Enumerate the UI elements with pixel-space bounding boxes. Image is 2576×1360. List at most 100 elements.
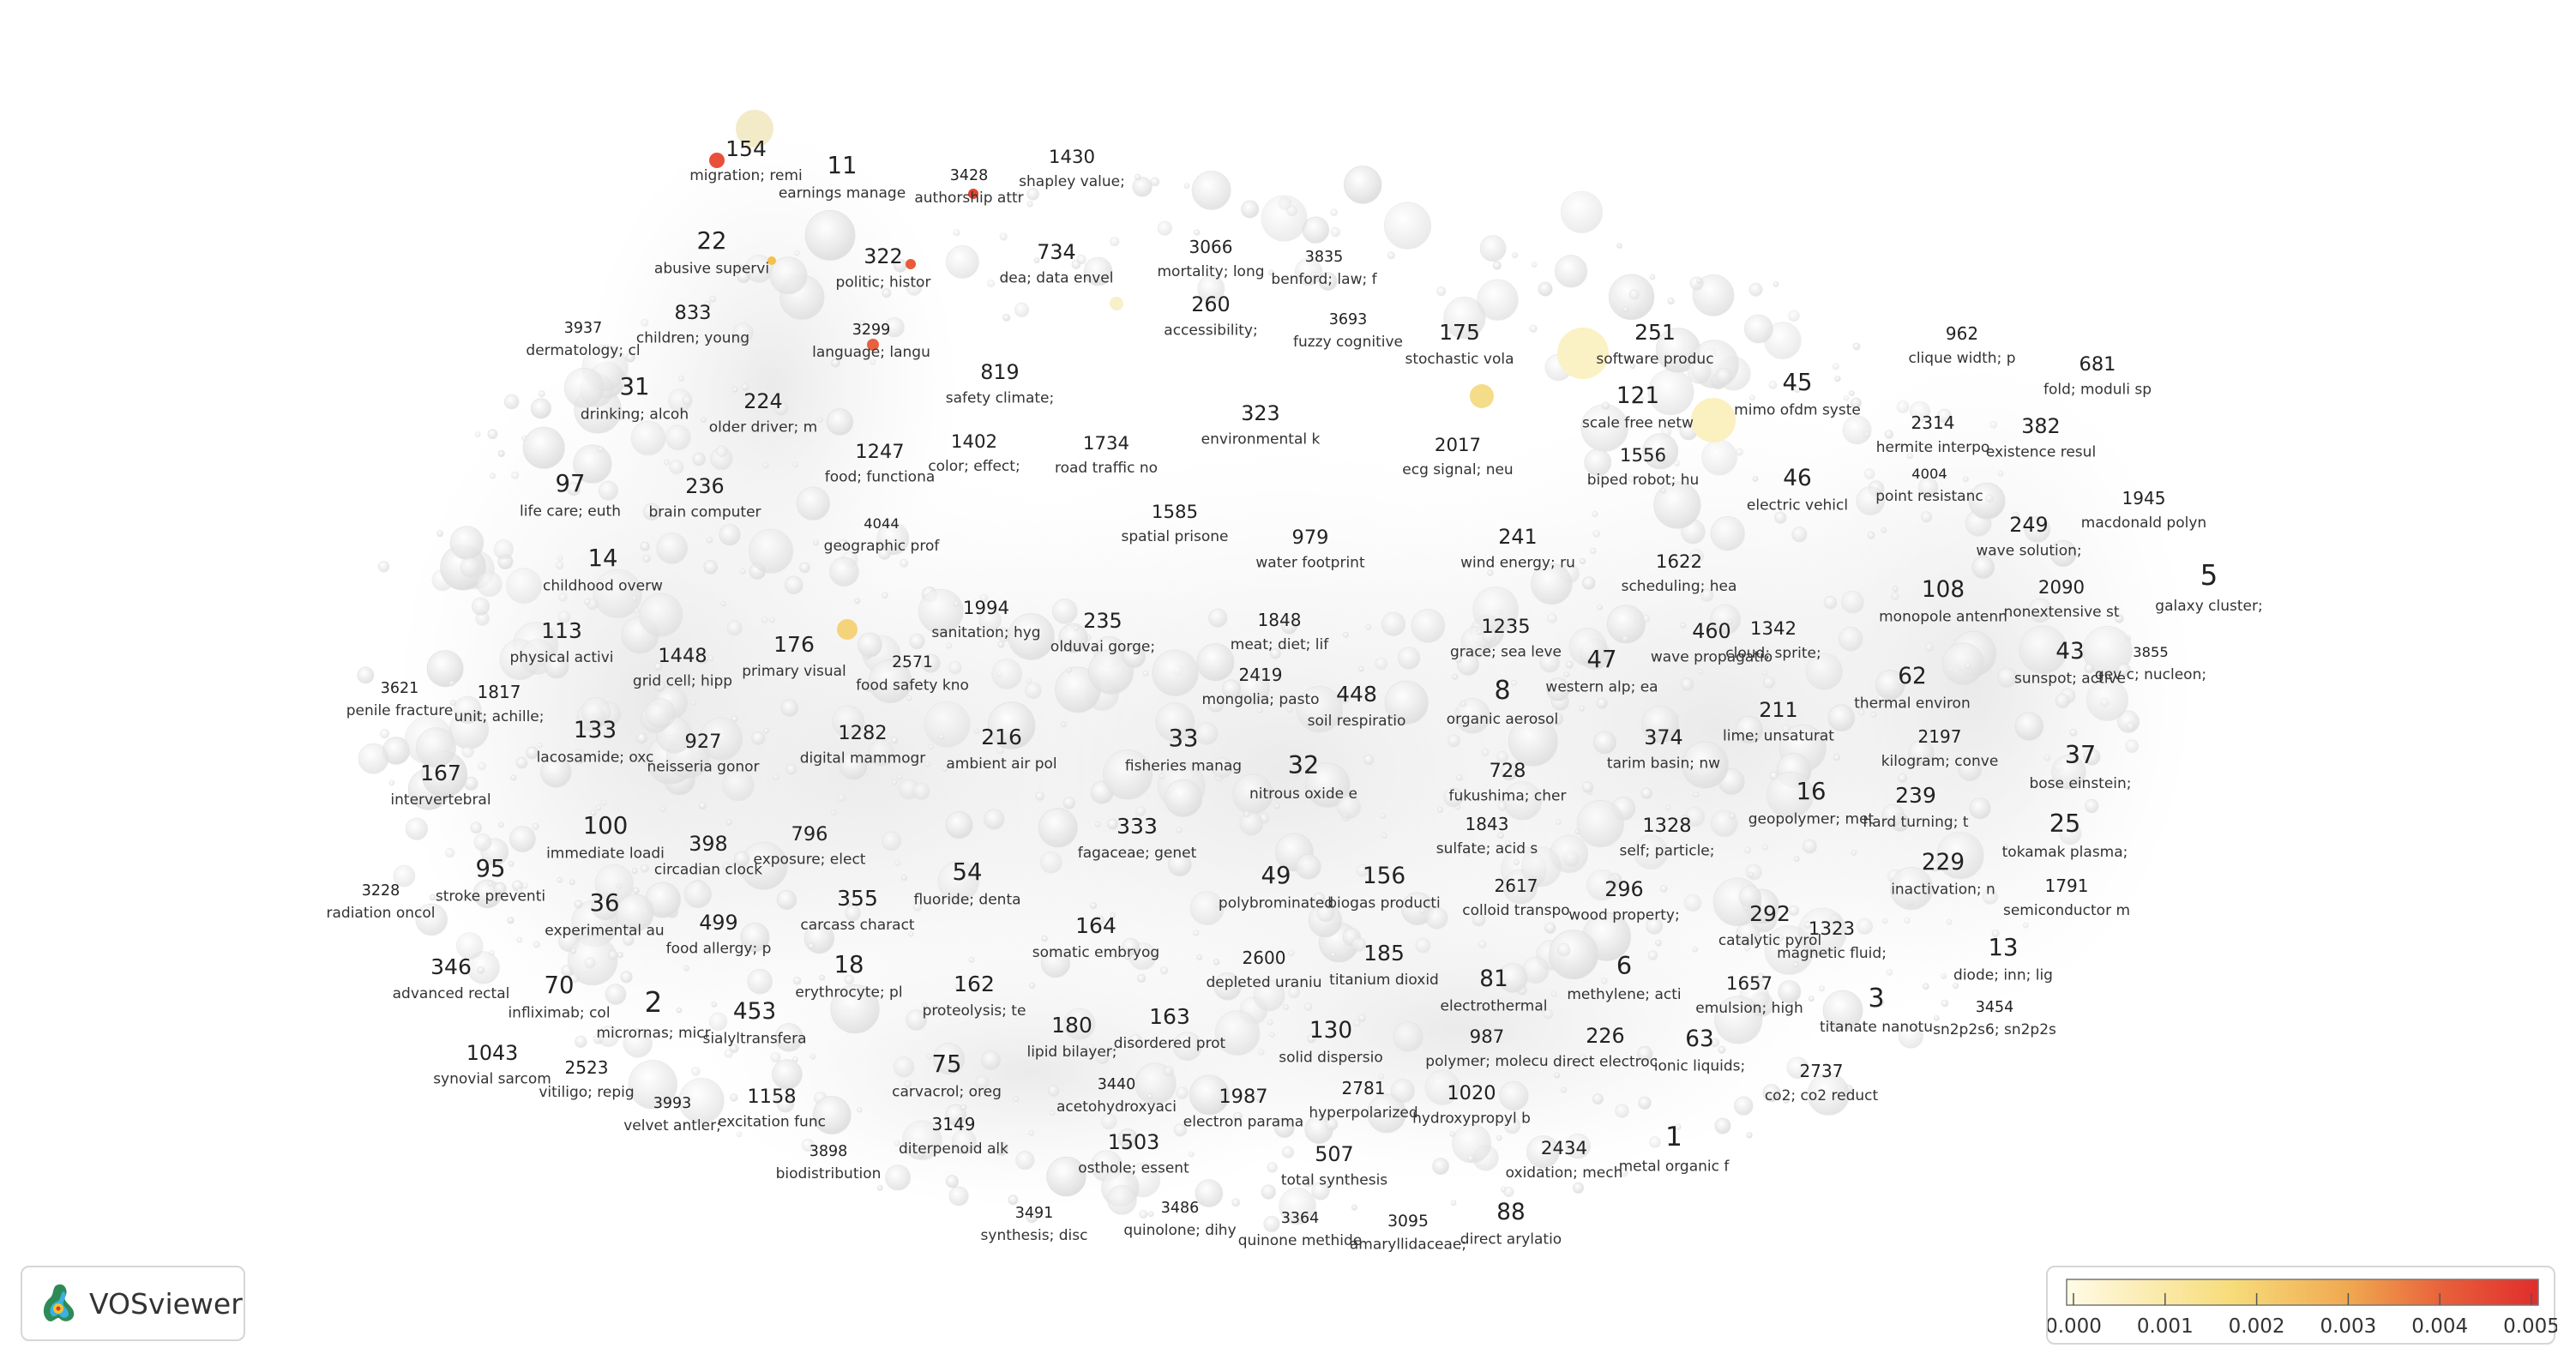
cluster-node[interactable]: 3428 authorship attr [914, 167, 1023, 207]
cluster-node[interactable]: 75 carvacrol; oreg [892, 1050, 1002, 1101]
cluster-node[interactable]: 2434 oxidation; mech [1506, 1138, 1623, 1182]
cluster-node[interactable]: 46 electric vehicl [1747, 466, 1848, 514]
cluster-node[interactable]: 346 advanced rectal [393, 954, 510, 1002]
cluster-node[interactable]: 1328 self; particle; [1620, 815, 1715, 859]
cluster-node[interactable]: 113 physical activi [509, 618, 613, 666]
cluster-node[interactable]: 229 inactivation; n [1891, 850, 1995, 898]
cluster-node[interactable]: 1994 sanitation; hyg [931, 598, 1040, 641]
cluster-node[interactable]: 3454 sn2p2s6; sn2p2s [1933, 999, 2056, 1038]
cluster-node[interactable]: 180 lipid bilayer; [1026, 1013, 1116, 1061]
cluster-node[interactable]: 734 dea; data envel [1000, 240, 1114, 287]
cluster-node[interactable]: 4004 point resistanc [1875, 466, 1983, 505]
cluster-node[interactable]: 2017 ecg signal; neu [1402, 435, 1513, 478]
cluster-node[interactable]: 251 software produc [1596, 320, 1713, 368]
cluster-node[interactable]: 11 earnings manage [779, 152, 906, 202]
cluster-node[interactable]: 323 environmental k [1201, 401, 1321, 448]
cluster-node[interactable]: 2600 depleted uraniu [1207, 948, 1322, 991]
cluster-node[interactable]: 211 lime; unsaturat [1723, 698, 1834, 745]
cluster-node[interactable]: 8 organic aerosol [1447, 676, 1558, 728]
cluster-node[interactable]: 962 clique width; p [1908, 323, 2015, 367]
cluster-node[interactable]: 292 catalytic pyrol [1718, 901, 1821, 949]
cluster-node[interactable]: 3095 amaryllidaceae; [1350, 1213, 1466, 1254]
cluster-node[interactable]: 2781 hyperpolarized [1309, 1078, 1417, 1122]
cluster-node[interactable]: 3228 radiation oncol [327, 882, 436, 922]
cluster-node[interactable]: 1585 spatial prisone [1122, 502, 1229, 545]
cluster-node[interactable]: 1323 magnetic fluid; [1777, 918, 1887, 962]
cluster-node[interactable]: 833 children; young [636, 302, 749, 346]
cluster-node[interactable]: 1843 sulfate; acid s [1436, 814, 1538, 858]
cluster-node[interactable]: 355 carcass charact [800, 886, 915, 934]
cluster-node[interactable]: 2571 food safety kno [856, 653, 969, 695]
cluster-node[interactable]: 45 mimo ofdm syste [1734, 369, 1861, 419]
cluster-node[interactable]: 1 metal organic f [1619, 1122, 1730, 1176]
cluster-node[interactable]: 3299 language; langu [812, 322, 930, 361]
cluster-node[interactable]: 1657 emulsion; high [1695, 973, 1803, 1017]
cluster-node[interactable]: 43 sunspot; active [2014, 639, 2126, 687]
cluster-node[interactable]: 14 childhood overw [543, 545, 663, 595]
cluster-node[interactable]: 1158 excitation func [718, 1086, 826, 1130]
cluster-node[interactable]: 18 erythrocyte; pl [795, 951, 902, 1002]
cluster-node[interactable]: 154 migration; remi [689, 136, 803, 184]
cluster-node[interactable]: 3898 biodistribution [776, 1143, 882, 1182]
cluster-node[interactable]: 3491 synthesis; disc [981, 1205, 1088, 1244]
cluster-node[interactable]: 133 lacosamide; oxc [537, 718, 654, 766]
cluster-node[interactable]: 31 drinking; alcoh [581, 373, 689, 424]
cluster-node[interactable]: 398 circadian clock [654, 832, 762, 879]
cluster-node[interactable]: 63 ionic liquids; [1654, 1026, 1745, 1074]
cluster-node[interactable]: 3835 benford; law; f [1271, 249, 1377, 288]
cluster-node[interactable]: 382 existence resul [1986, 414, 2096, 461]
cluster-node[interactable]: 164 somatic embryog [1032, 913, 1159, 961]
cluster-node[interactable]: 728 fukushima; cher [1449, 760, 1567, 804]
cluster-node[interactable]: 3693 fuzzy cognitive [1293, 311, 1403, 351]
cluster-node[interactable]: 1556 biped robot; hu [1587, 445, 1700, 489]
cluster-node[interactable]: 260 accessibility; [1164, 292, 1257, 340]
cluster-node[interactable]: 5 galaxy cluster; [2155, 559, 2262, 615]
cluster-node[interactable]: 2737 co2; co2 reduct [1765, 1061, 1879, 1104]
cluster-node[interactable]: 62 thermal environ [1854, 664, 1971, 712]
cluster-node[interactable]: 979 water footprint [1255, 527, 1365, 571]
cluster-node[interactable]: 987 polymer; molecu [1425, 1026, 1548, 1070]
cluster-node[interactable]: 1043 synovial sarcom [433, 1041, 551, 1088]
cluster-node[interactable]: 81 electrothermal [1441, 966, 1548, 1014]
cluster-node[interactable]: 796 exposure; elect [754, 823, 866, 868]
cluster-node[interactable]: 507 total synthesis [1281, 1142, 1387, 1189]
cluster-node[interactable]: 453 sialyltransfera [702, 999, 806, 1047]
cluster-node[interactable]: 121 scale free netw [1582, 383, 1694, 431]
cluster-node[interactable]: 3 titanate nanotu [1820, 984, 1933, 1036]
cluster-node[interactable]: 1247 food; functiona [825, 441, 936, 485]
cluster-node[interactable]: 13 diode; inn; lig [1953, 934, 2053, 984]
cluster-node[interactable]: 88 direct arylatio [1460, 1200, 1562, 1248]
cluster-node[interactable]: 97 life care; euth [520, 470, 621, 521]
cluster-node[interactable]: 2197 kilogram; conve [1881, 726, 1999, 770]
cluster-node[interactable]: 22 abusive supervi [654, 227, 769, 278]
cluster-node[interactable]: 6 methylene; acti [1567, 951, 1681, 1003]
cluster-node[interactable]: 333 fagaceae; genet [1078, 814, 1197, 862]
vosviewer-logo[interactable]: VOSviewer [21, 1266, 245, 1341]
cluster-node[interactable]: 108 monopole antenn [1879, 577, 2007, 625]
cluster-node[interactable]: 176 primary visual [742, 632, 846, 680]
cluster-node[interactable]: 33 fisheries manag [1125, 725, 1242, 775]
cluster-node[interactable]: 1987 electron parama [1183, 1086, 1303, 1130]
cluster-node[interactable]: 130 solid dispersio [1279, 1018, 1383, 1066]
cluster-node[interactable]: 3486 quinolone; dihy [1123, 1200, 1236, 1239]
cluster-node[interactable]: 2419 mongolia; pasto [1201, 665, 1319, 708]
cluster-node[interactable]: 2617 colloid transpo [1462, 876, 1569, 919]
cluster-node[interactable]: 249 wave solution; [1976, 513, 2081, 560]
cluster-node[interactable]: 927 neisseria gonor [647, 731, 759, 775]
cluster-node[interactable]: 1503 osthole; essent [1078, 1130, 1189, 1177]
cluster-node[interactable]: 241 wind energy; ru [1460, 525, 1575, 572]
cluster-node[interactable]: 1342 cloud; sprite; [1725, 618, 1821, 662]
cluster-node[interactable]: 1945 macdonald polyn [2081, 488, 2206, 532]
cluster-node[interactable]: 224 older driver; m [709, 389, 817, 436]
cluster-node[interactable]: 100 immediate loadi [546, 812, 665, 863]
cluster-node[interactable]: 4044 geographic prof [824, 515, 941, 555]
cluster-node[interactable]: 226 direct electroc [1553, 1024, 1658, 1071]
cluster-node[interactable]: 2 micrornas; micr [596, 986, 710, 1042]
cluster-node[interactable]: 1282 digital mammogr [800, 722, 926, 767]
cluster-node[interactable]: 32 nitrous oxide e [1249, 750, 1357, 803]
cluster-node[interactable]: 175 stochastic vola [1405, 320, 1514, 368]
cluster-node[interactable]: 235 olduvai gorge; [1050, 609, 1155, 656]
cluster-node[interactable]: 3855 gev c; nucleon; [2095, 644, 2206, 683]
cluster-node[interactable]: 3066 mortality; long [1157, 237, 1264, 280]
